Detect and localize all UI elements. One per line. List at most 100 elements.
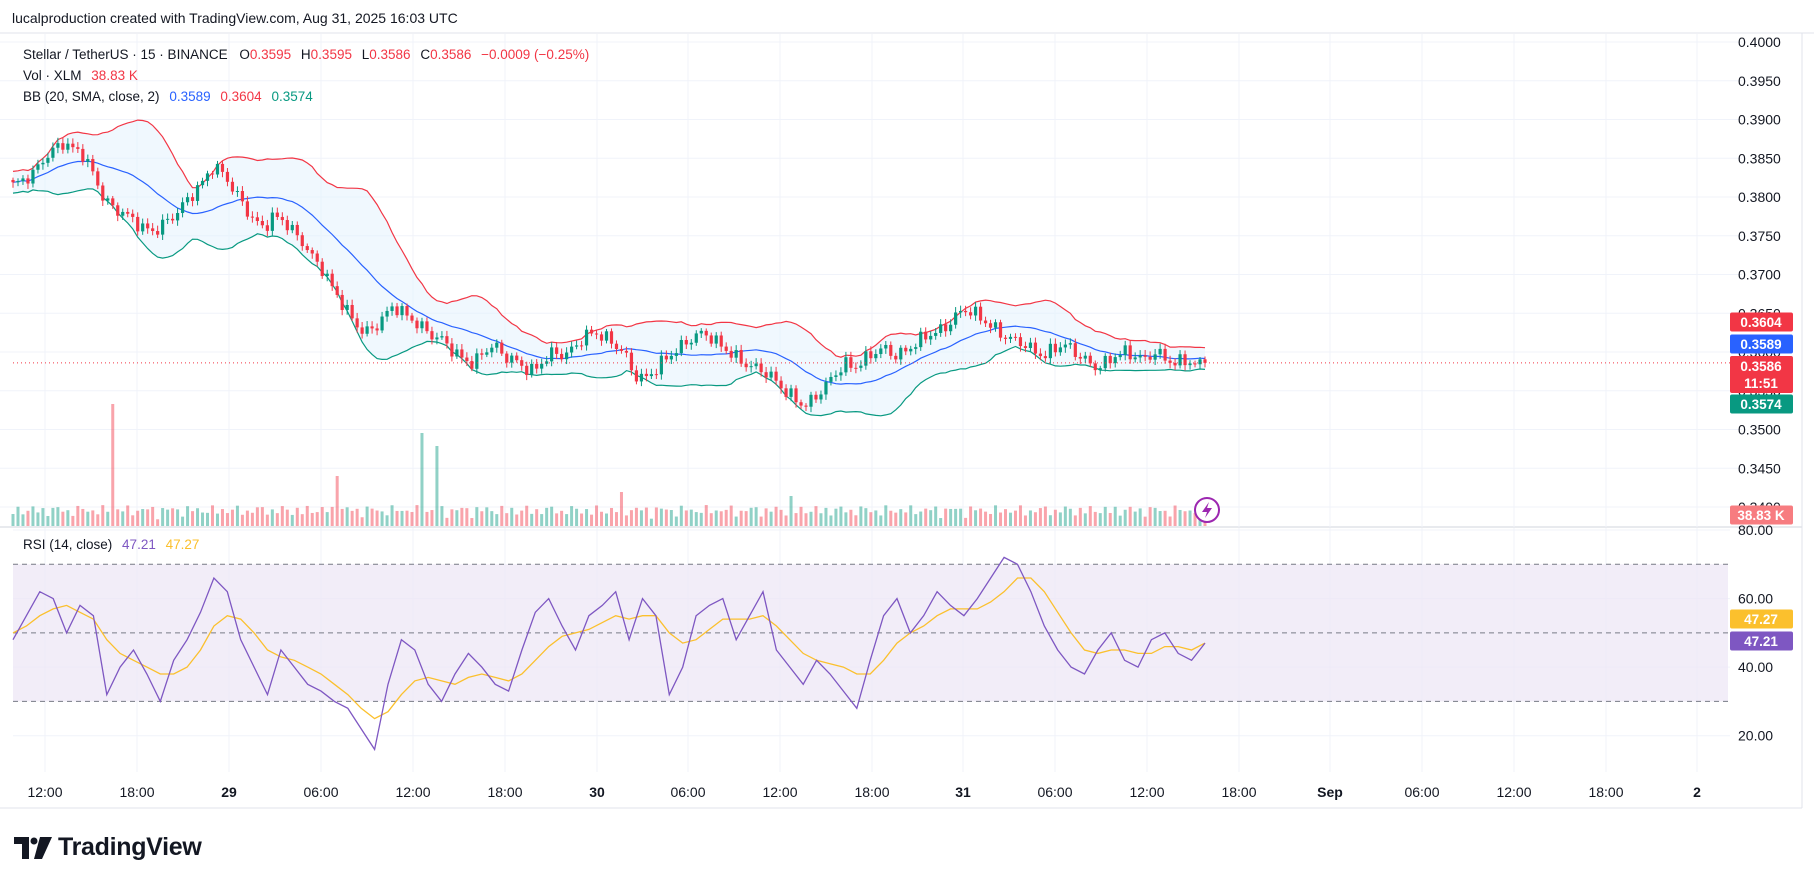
lightning-icon[interactable]	[1202, 502, 1212, 518]
rsi-axis-label: 80.00	[1738, 522, 1773, 538]
volume-bar	[260, 507, 264, 526]
low-value: 0.3586	[369, 47, 411, 62]
candle-body	[1098, 368, 1102, 371]
candle-body	[859, 365, 863, 368]
volume-bar	[1183, 511, 1187, 526]
candle-body	[834, 375, 838, 377]
bollinger-bands	[12, 119, 1206, 417]
volume-bar	[1078, 507, 1082, 526]
candle-body	[260, 220, 264, 226]
replay-lightning-icon[interactable]	[1194, 497, 1220, 523]
volume-bar	[659, 508, 663, 526]
candle-body	[185, 197, 190, 203]
tag-bb-basis: 0.3589	[1740, 337, 1781, 352]
volume-label[interactable]: Vol · XLM	[23, 68, 82, 83]
candle-body	[1158, 348, 1162, 355]
candle-body	[225, 171, 230, 182]
volume-bar	[934, 506, 938, 526]
volume-bar	[191, 511, 195, 526]
volume-bar	[275, 513, 279, 526]
candle-body	[510, 355, 514, 363]
volume-bar	[704, 505, 708, 526]
volume-bar	[530, 513, 534, 526]
volume-bar	[430, 510, 434, 526]
candle-body	[550, 347, 554, 362]
candle-body	[1088, 355, 1092, 364]
volume-bar	[71, 515, 75, 526]
candle-body	[639, 373, 644, 382]
volume-bar	[979, 508, 983, 526]
volume-bar	[475, 507, 479, 526]
volume-bar	[1163, 510, 1167, 526]
volume-bar	[1063, 506, 1067, 526]
volume-bar	[674, 516, 678, 526]
volume-bar	[485, 507, 489, 526]
time-axis-label: 18:00	[1221, 784, 1256, 800]
volume-bar	[565, 514, 569, 526]
volume-bar	[310, 512, 314, 526]
candle-body	[769, 371, 773, 378]
candle-body	[674, 353, 678, 356]
volume-bar	[1093, 511, 1097, 526]
volume-bar	[769, 511, 773, 526]
candle-body	[644, 373, 649, 377]
volume-bar	[689, 509, 693, 526]
time-axis-label: 31	[955, 784, 971, 800]
candle-body	[151, 228, 155, 232]
volume-bar	[844, 512, 848, 526]
volume-bar	[240, 514, 244, 526]
volume-bar	[445, 517, 449, 526]
symbol-title[interactable]: Stellar / TetherUS · 15 · BINANCE	[23, 47, 228, 62]
volume-bar	[21, 514, 25, 526]
candle-body	[1018, 337, 1023, 347]
candle-body	[136, 216, 140, 232]
volume-bar	[1143, 516, 1147, 526]
candle-body	[609, 331, 614, 344]
volume-bar	[300, 514, 304, 526]
time-axis-label: 18:00	[854, 784, 889, 800]
volume-bar	[864, 508, 868, 526]
candle-body	[101, 185, 105, 201]
volume-bar	[1033, 512, 1037, 526]
candle-body	[1193, 363, 1197, 365]
candle-body	[869, 351, 873, 359]
tradingview-brand[interactable]: TradingView	[14, 833, 202, 862]
candle-body	[480, 353, 484, 355]
volume-bar	[764, 508, 768, 526]
bb-label[interactable]: BB (20, SMA, close, 2)	[23, 89, 160, 104]
candle-body	[505, 353, 509, 363]
volume-bar	[585, 509, 589, 526]
candle-body	[1138, 355, 1142, 358]
candle-body	[954, 312, 958, 325]
candle-body	[584, 329, 589, 346]
volume-bar	[884, 505, 888, 526]
candle-body	[1038, 353, 1043, 357]
tag-volume: 38.83 K	[1737, 508, 1785, 523]
candle-body	[71, 143, 75, 148]
candle-body	[734, 350, 738, 358]
candle-body	[809, 394, 813, 407]
volume-bar	[629, 510, 633, 526]
candle-body	[365, 326, 369, 334]
candle-body	[993, 322, 998, 328]
volume-bar	[1028, 510, 1032, 526]
volume-bar	[280, 506, 284, 526]
price-axis-label: 0.3750	[1738, 228, 1781, 244]
volume-bar	[959, 508, 963, 526]
candle-body	[440, 336, 444, 338]
candle-body	[1203, 359, 1207, 363]
volume-bar	[335, 476, 339, 526]
rsi-label[interactable]: RSI (14, close)	[23, 537, 113, 552]
candle-body	[121, 211, 125, 216]
volume-bar	[460, 507, 464, 526]
volume-bar	[365, 506, 369, 526]
volume-bar	[754, 507, 758, 526]
volume-bar	[61, 511, 65, 526]
volume-bar	[340, 508, 344, 526]
candle-body	[116, 205, 120, 216]
volume-bar	[1053, 509, 1057, 526]
volume-bar	[111, 404, 115, 526]
candle-body	[1123, 345, 1127, 355]
volume-bar	[305, 505, 309, 526]
